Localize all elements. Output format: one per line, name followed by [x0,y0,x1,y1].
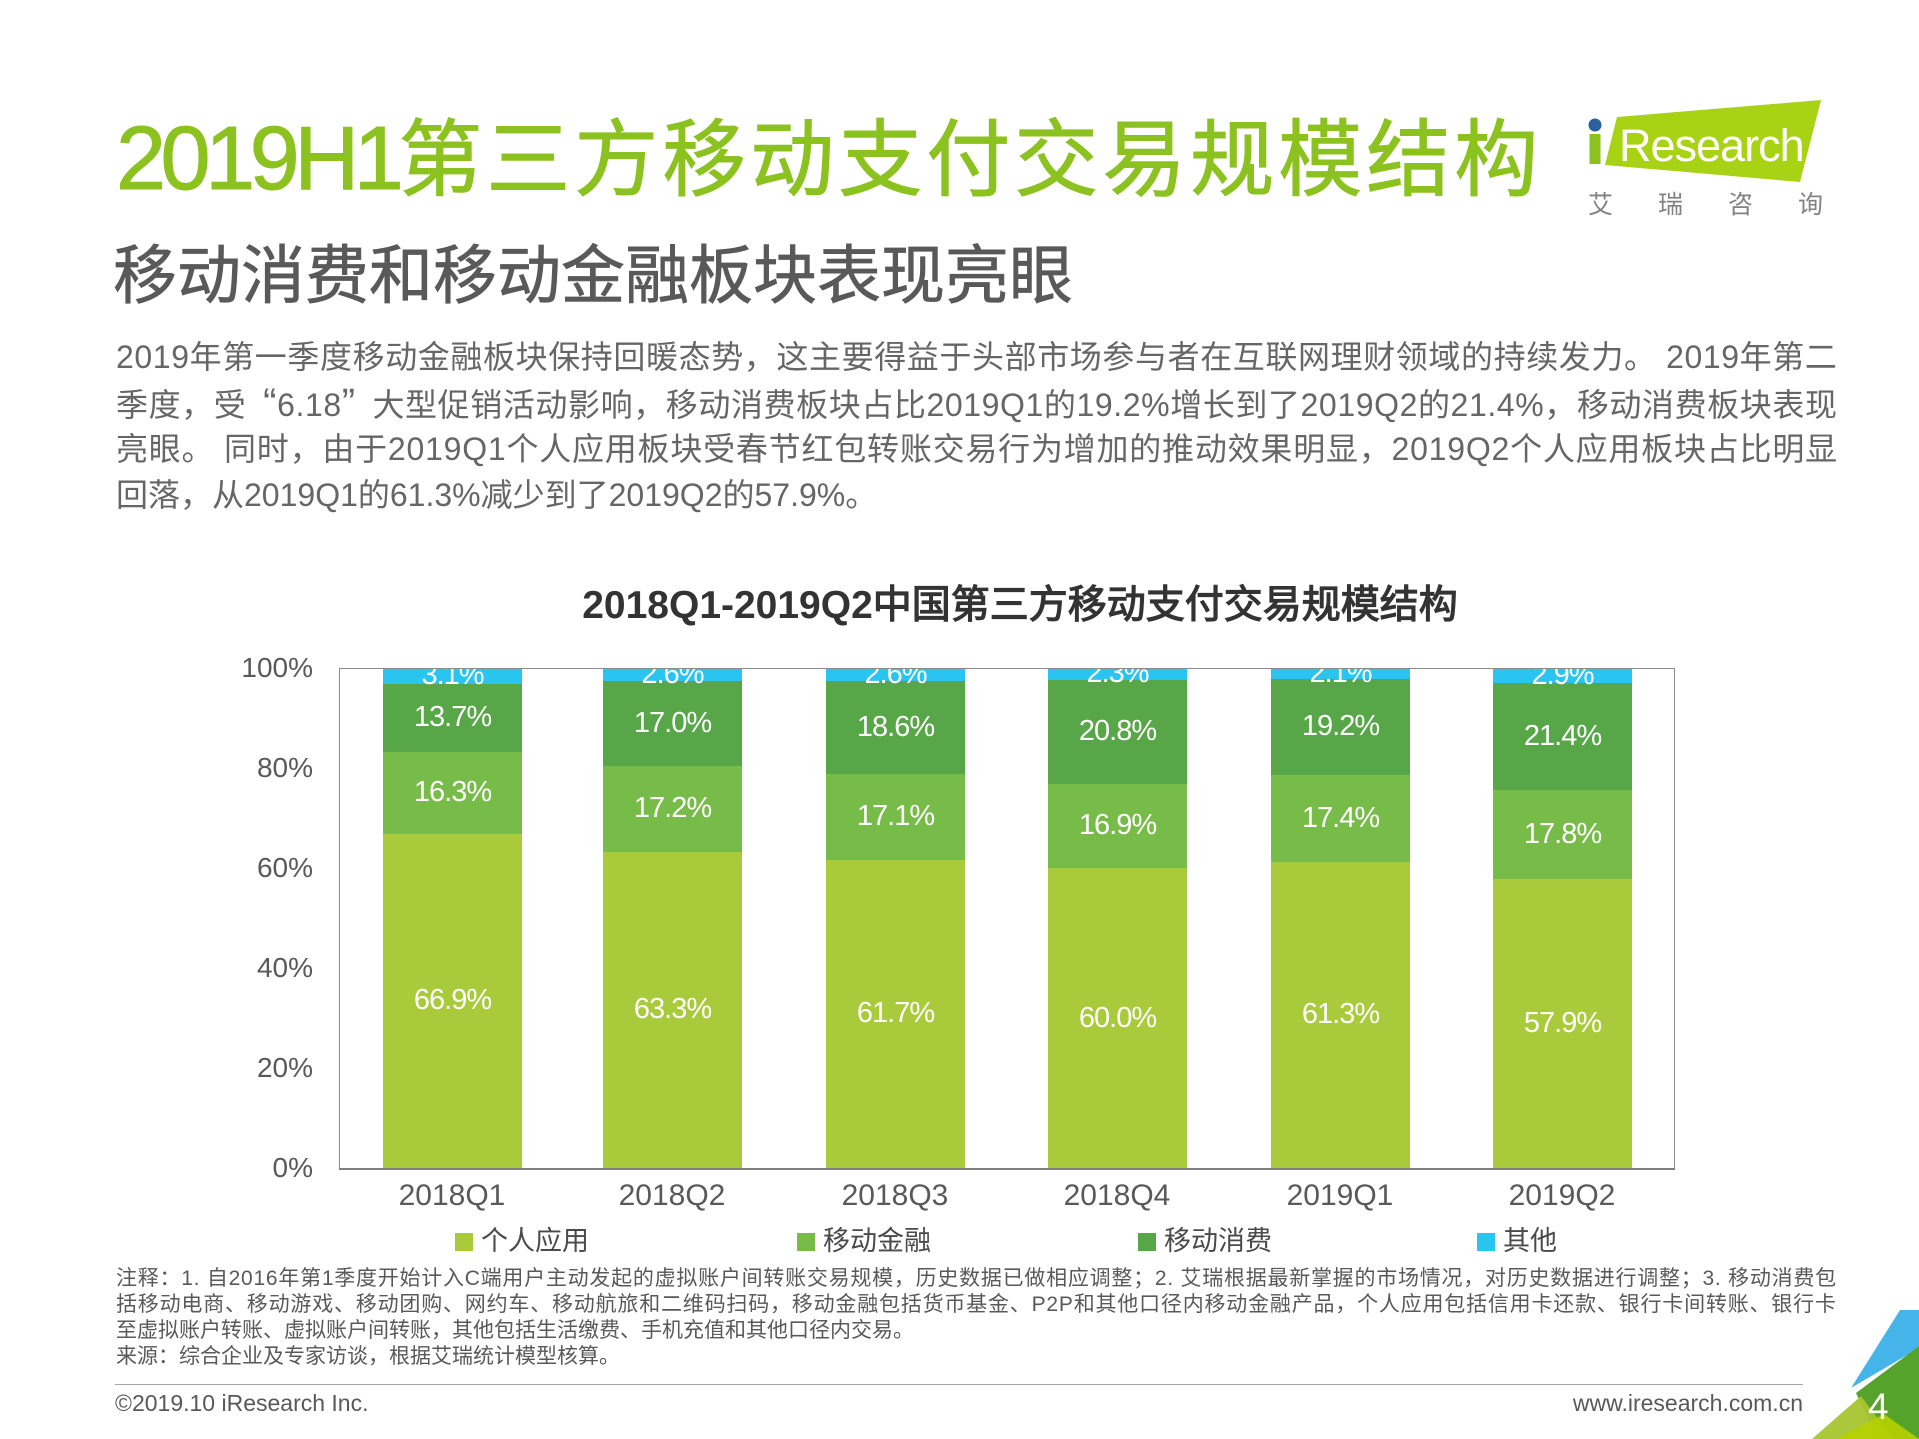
svg-text:Research: Research [1619,120,1804,171]
svg-text:4: 4 [1868,1386,1889,1427]
svg-text:艾瑞咨询: 艾瑞咨询 [1588,191,1850,219]
